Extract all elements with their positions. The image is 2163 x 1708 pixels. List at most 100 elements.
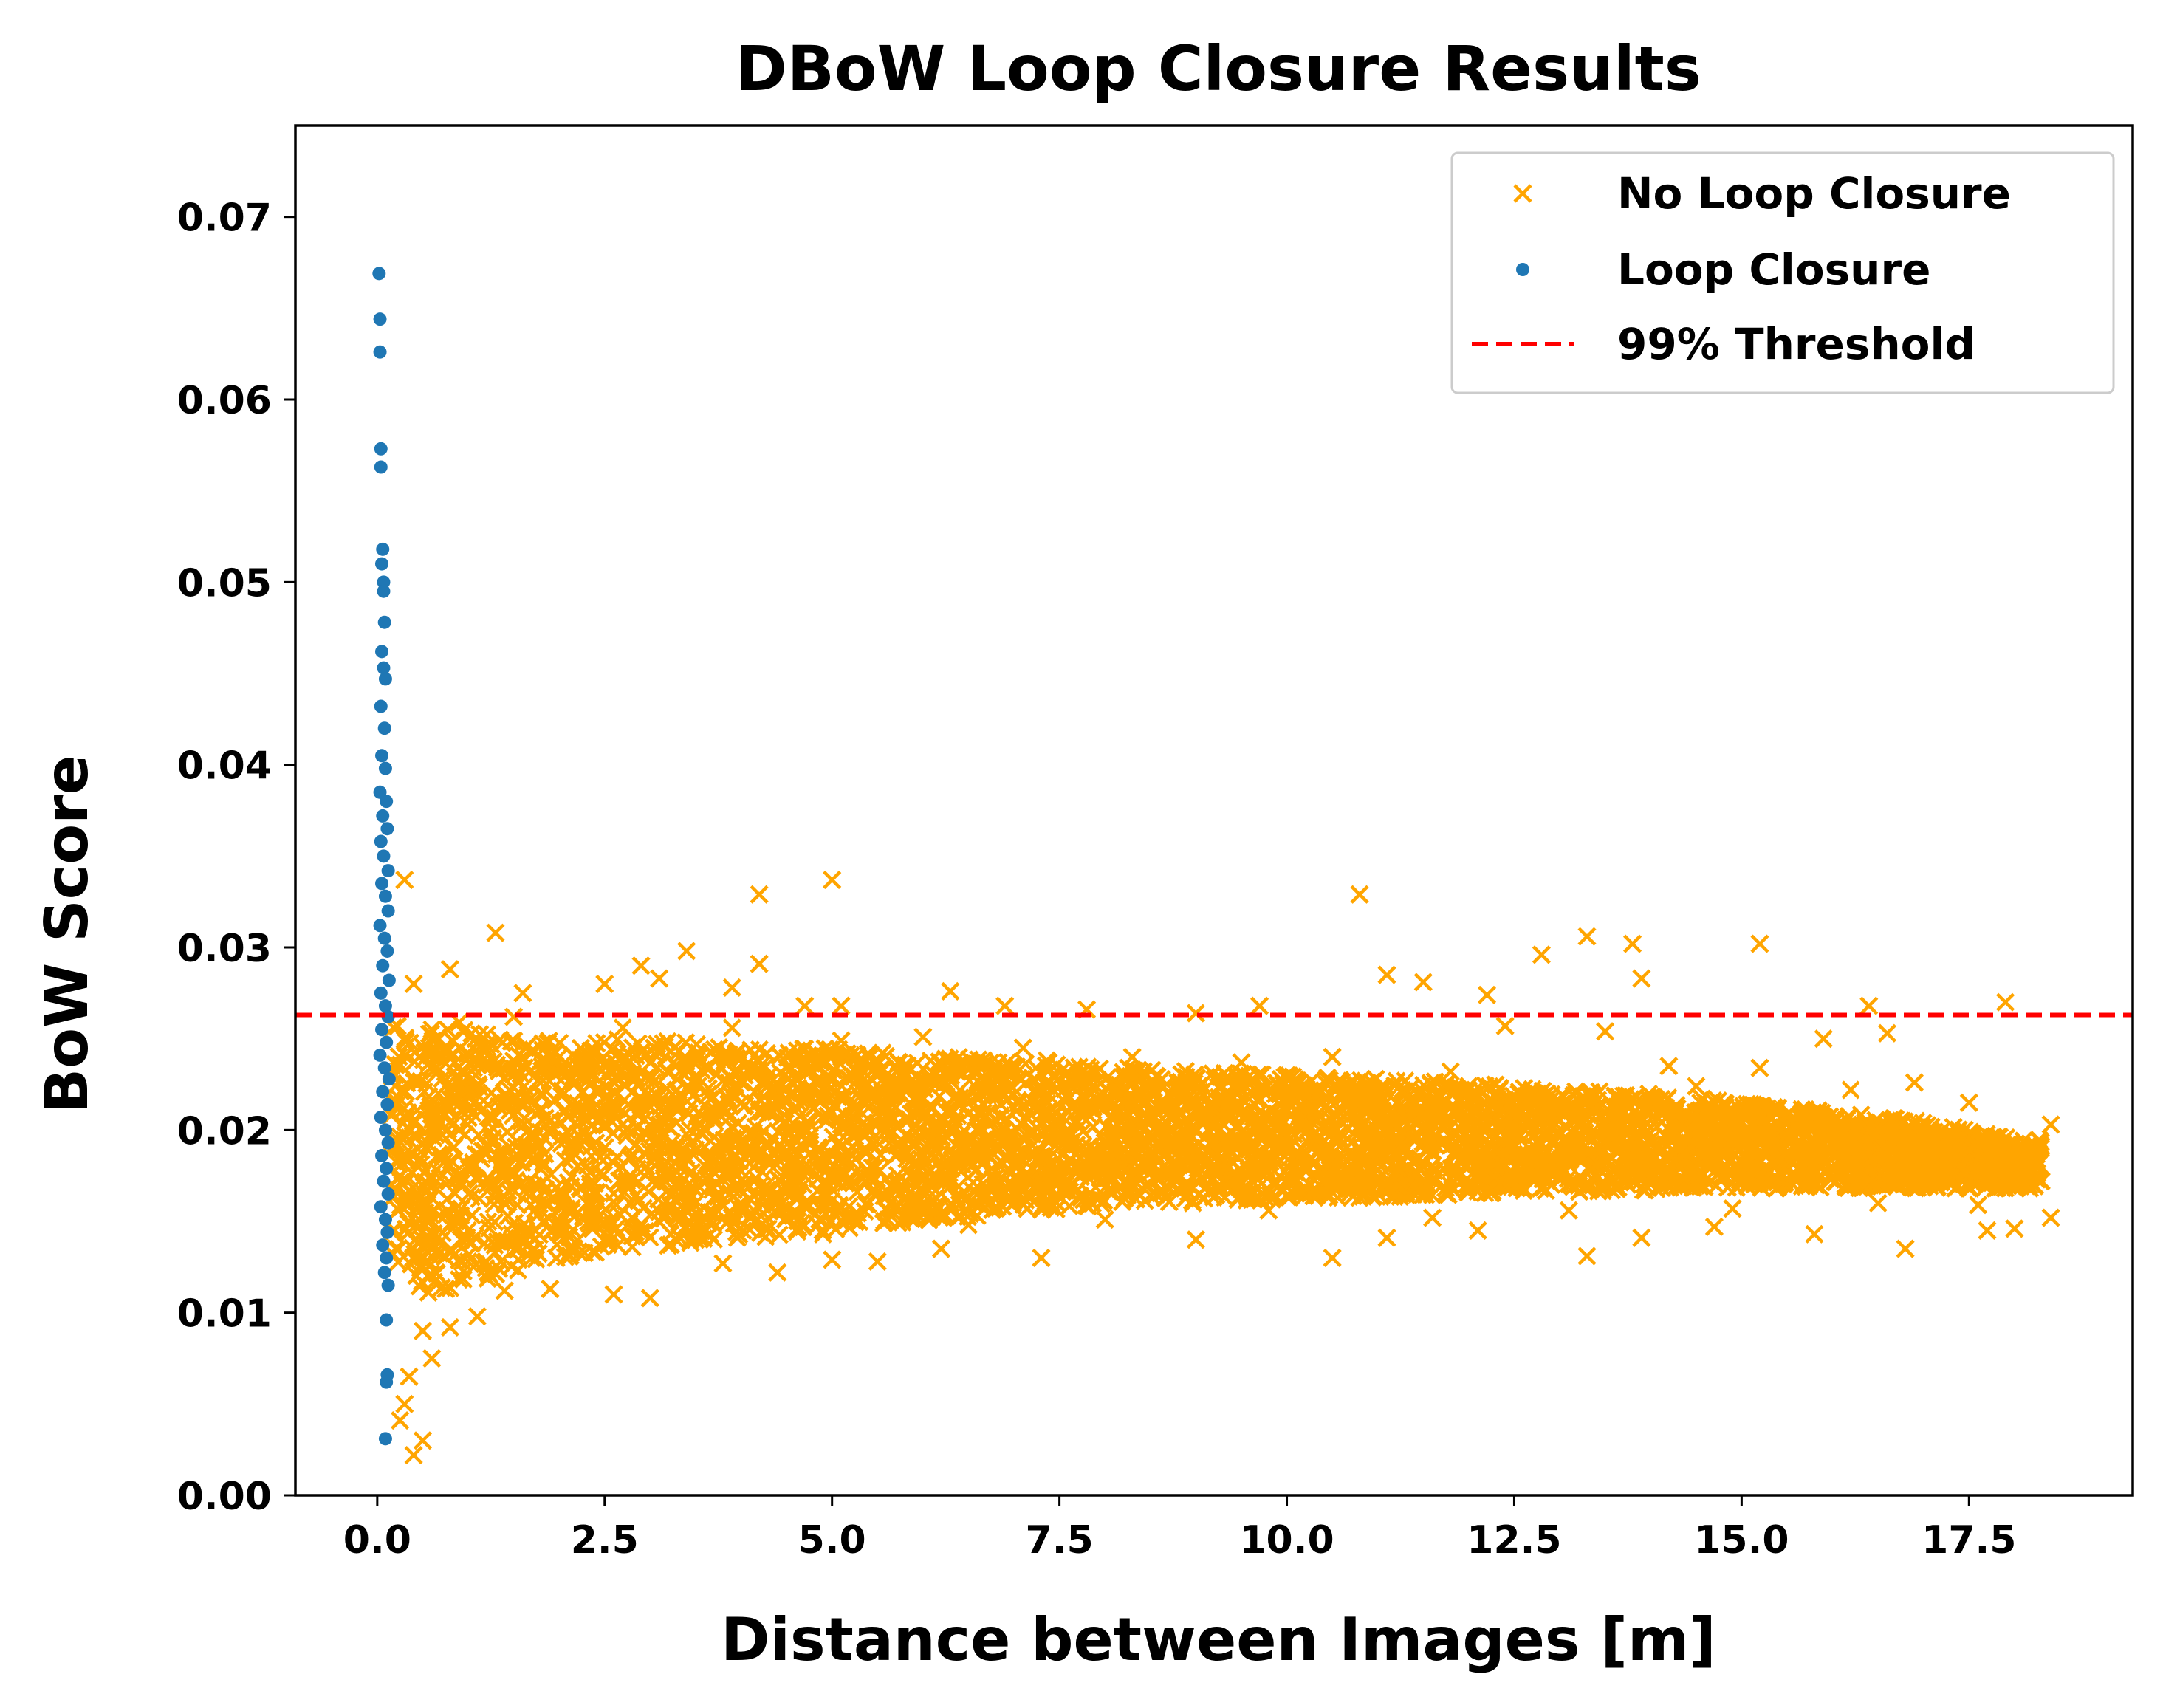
- no-loop-closure-point: [976, 1073, 995, 1092]
- no-loop-closure-point: [1832, 1113, 1851, 1132]
- no-loop-closure-point: [1079, 1168, 1098, 1187]
- no-loop-closure-point: [999, 1143, 1018, 1162]
- no-loop-closure-point: [978, 1178, 997, 1197]
- no-loop-closure-point: [1083, 1117, 1103, 1136]
- no-loop-closure-point: [1307, 1083, 1326, 1102]
- no-loop-closure-point: [1515, 1087, 1535, 1106]
- no-loop-closure-point: [744, 1201, 764, 1220]
- no-loop-closure-point: [481, 1035, 501, 1054]
- no-loop-closure-point: [463, 1103, 482, 1123]
- no-loop-closure-point: [1464, 1139, 1484, 1158]
- no-loop-closure-point: [1252, 1065, 1272, 1084]
- no-loop-closure-point: [561, 1241, 580, 1261]
- no-loop-closure-point: [948, 1106, 967, 1125]
- no-loop-closure-point: [744, 1123, 764, 1142]
- no-loop-closure-point: [964, 1194, 984, 1213]
- no-loop-closure-point: [1338, 1097, 1357, 1116]
- no-loop-closure-point: [546, 1178, 566, 1197]
- no-loop-closure-point: [719, 1094, 738, 1114]
- no-loop-closure-point: [789, 1185, 809, 1205]
- no-loop-closure-point: [943, 1058, 962, 1077]
- no-loop-closure-point: [442, 1151, 461, 1170]
- no-loop-closure-point: [882, 1192, 902, 1211]
- no-loop-closure-point: [487, 1058, 507, 1077]
- no-loop-closure-point: [779, 1043, 798, 1063]
- no-loop-closure-point: [422, 1105, 441, 1124]
- no-loop-closure-point: [746, 1117, 765, 1136]
- no-loop-closure-point: [1620, 1145, 1639, 1164]
- no-loop-closure-point: [433, 1223, 452, 1243]
- no-loop-closure-point: [506, 1063, 525, 1083]
- no-loop-closure-point: [1162, 1106, 1181, 1125]
- no-loop-closure-point: [541, 1119, 560, 1139]
- no-loop-closure-point: [445, 1088, 464, 1107]
- no-loop-closure-point: [1315, 1144, 1334, 1163]
- no-loop-closure-point: [755, 1071, 775, 1091]
- no-loop-closure-point: [419, 1283, 438, 1302]
- no-loop-closure-point: [867, 1183, 886, 1202]
- no-loop-closure-point: [502, 1215, 521, 1235]
- no-loop-closure-point: [628, 1034, 648, 1053]
- no-loop-closure-point: [1145, 1100, 1164, 1119]
- no-loop-closure-point: [1142, 1060, 1162, 1080]
- no-loop-closure-point: [408, 1100, 427, 1120]
- no-loop-closure-point: [1752, 1114, 1772, 1133]
- no-loop-closure-point: [604, 1184, 623, 1203]
- no-loop-closure-point: [517, 1122, 536, 1142]
- no-loop-closure-point: [959, 1088, 978, 1107]
- no-loop-closure-point: [858, 1090, 877, 1109]
- no-loop-closure-point: [421, 1058, 440, 1077]
- chart-title: DBoW Loop Closure Results: [736, 32, 1701, 105]
- no-loop-closure-point: [394, 1145, 414, 1165]
- no-loop-closure-point: [670, 1041, 689, 1060]
- no-loop-closure-point: [1070, 1186, 1089, 1205]
- no-loop-closure-point: [649, 1202, 669, 1221]
- no-loop-closure-point: [417, 1197, 436, 1216]
- no-loop-closure-point: [415, 1043, 434, 1062]
- no-loop-closure-point: [942, 1159, 961, 1178]
- no-loop-closure-point: [422, 1100, 441, 1119]
- no-loop-closure-point: [1458, 1117, 1478, 1136]
- no-loop-closure-point: [926, 1074, 945, 1094]
- no-loop-closure-point: [1826, 1129, 1845, 1148]
- no-loop-closure-point: [1102, 1171, 1122, 1190]
- no-loop-closure-point: [682, 1072, 702, 1091]
- no-loop-closure-point: [1484, 1167, 1504, 1187]
- no-loop-closure-point: [517, 1142, 537, 1161]
- no-loop-closure-point: [1483, 1181, 1502, 1201]
- no-loop-closure-point: [1445, 1159, 1465, 1179]
- no-loop-closure-point: [902, 1150, 922, 1169]
- y-axis-label: BoW Score: [32, 755, 101, 1114]
- no-loop-closure-point: [620, 1045, 640, 1064]
- no-loop-closure-point: [1327, 1178, 1346, 1198]
- no-loop-closure-point: [609, 1070, 628, 1089]
- no-loop-closure-point: [1462, 1133, 1481, 1153]
- no-loop-closure-point: [775, 1114, 795, 1133]
- no-loop-closure-point: [507, 1240, 527, 1259]
- no-loop-closure-point: [479, 1218, 498, 1238]
- no-loop-closure-point: [660, 1095, 679, 1114]
- no-loop-closure-point: [531, 1085, 551, 1105]
- no-loop-closure-point: [1784, 1170, 1804, 1189]
- no-loop-closure-point: [837, 1044, 857, 1063]
- no-loop-closure-point: [1558, 1153, 1577, 1172]
- no-loop-closure-point: [1359, 1160, 1378, 1179]
- no-loop-closure-point: [1613, 1170, 1632, 1190]
- no-loop-closure-point: [498, 1122, 517, 1142]
- no-loop-closure-point: [1094, 1191, 1113, 1210]
- no-loop-closure-point: [698, 1059, 718, 1079]
- no-loop-closure-point: [820, 1040, 839, 1060]
- no-loop-closure-point: [1683, 1178, 1703, 1197]
- no-loop-closure-point: [1354, 1142, 1373, 1162]
- no-loop-closure-point: [470, 1189, 489, 1209]
- no-loop-closure-point: [1177, 1137, 1196, 1156]
- no-loop-closure-point: [506, 1089, 525, 1108]
- no-loop-closure-point: [1320, 1146, 1340, 1165]
- no-loop-closure-point: [1258, 1162, 1278, 1181]
- no-loop-closure-point: [1629, 1109, 1648, 1129]
- no-loop-closure-point: [438, 1189, 457, 1209]
- no-loop-closure-point: [1405, 1162, 1425, 1181]
- no-loop-closure-point: [1170, 1089, 1189, 1108]
- no-loop-closure-point: [501, 1032, 521, 1052]
- no-loop-closure-point: [1436, 1131, 1455, 1150]
